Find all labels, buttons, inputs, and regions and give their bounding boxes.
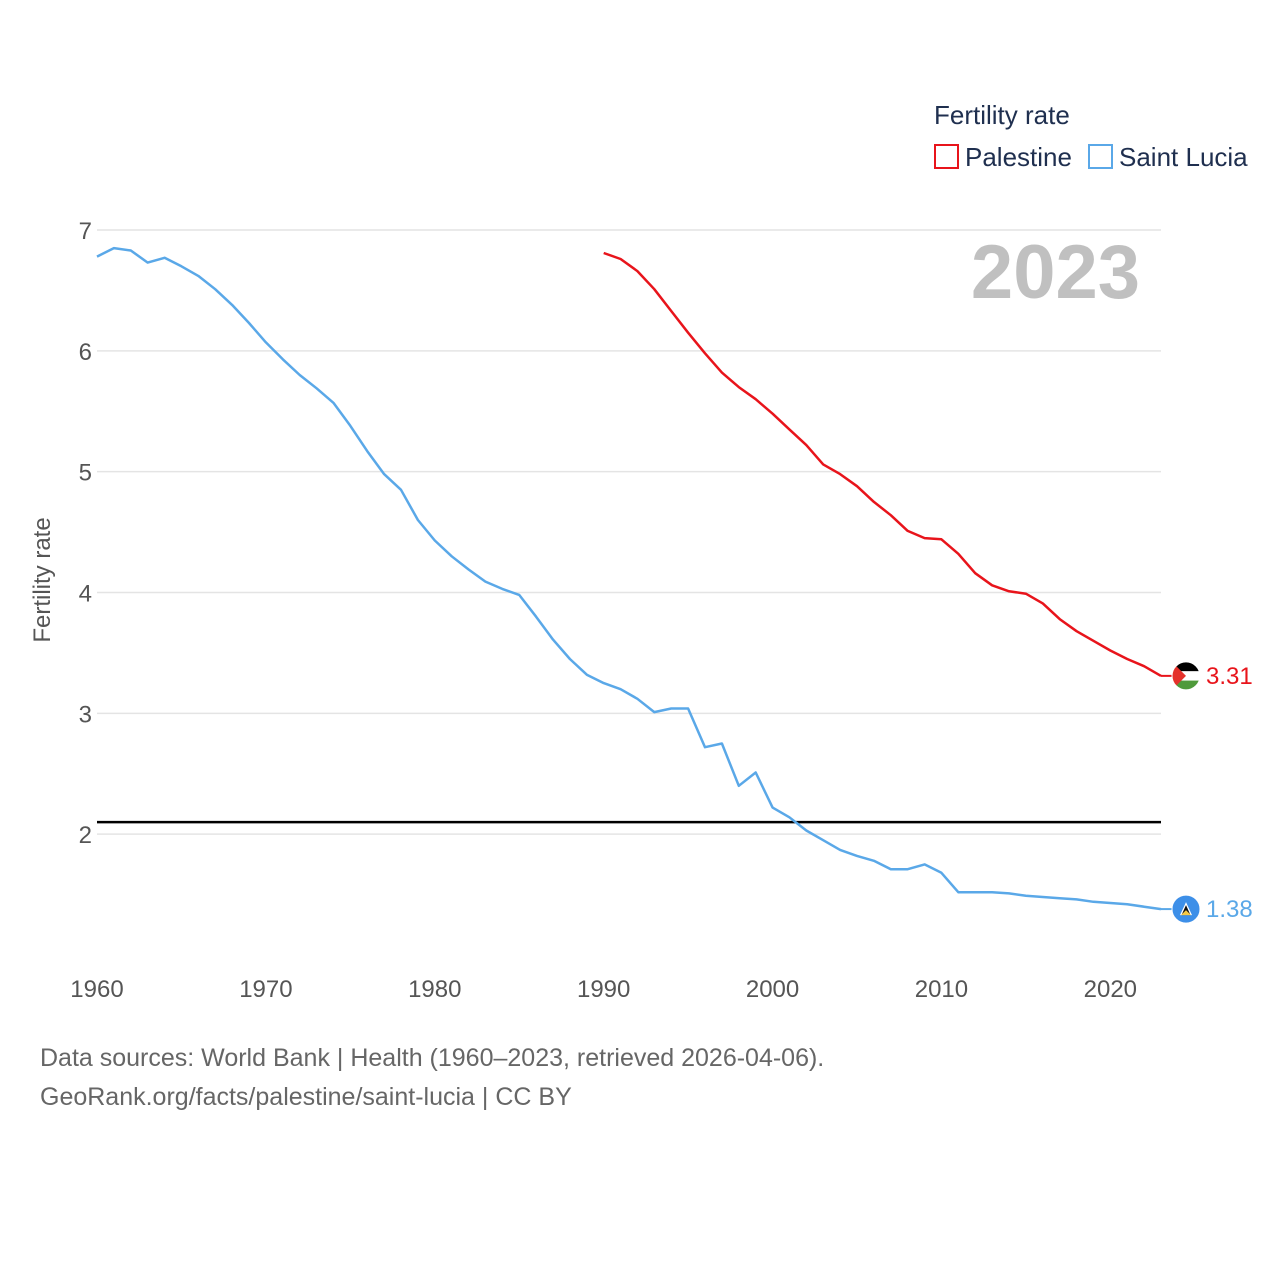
saint-lucia-flag-icon — [1171, 894, 1201, 924]
end-value-palestine: 3.31 — [1206, 663, 1253, 690]
x-tick-label: 1970 — [239, 976, 292, 1003]
end-markers: 3.31 1.38 — [1161, 661, 1253, 924]
y-tick-label: 4 — [79, 581, 92, 608]
x-tick-label: 1990 — [577, 976, 630, 1003]
footer-sources: Data sources: World Bank | Health (1960–… — [40, 1044, 825, 1072]
series-lines — [96, 246, 1162, 911]
y-tick-label: 7 — [79, 218, 92, 245]
year-label: 2023 — [971, 230, 1140, 315]
x-tick-label: 2000 — [746, 976, 799, 1003]
palestine-flag-icon — [1171, 661, 1201, 691]
x-axis-ticks: 1960 1970 1980 1990 2000 2010 2020 — [70, 976, 1137, 1003]
footer-attribution[interactable]: GeoRank.org/facts/palestine/saint-lucia … — [40, 1083, 572, 1111]
y-tick-label: 2 — [79, 822, 92, 849]
legend: Fertility rate Palestine Saint Lucia — [934, 100, 1248, 172]
x-tick-label: 1960 — [70, 976, 123, 1003]
legend-swatch-palestine[interactable] — [934, 144, 959, 169]
y-tick-label: 3 — [79, 701, 92, 728]
series-line-palestine[interactable] — [603, 251, 1162, 677]
legend-label-palestine[interactable]: Palestine — [965, 142, 1072, 172]
y-axis-label: Fertility rate — [29, 517, 56, 642]
legend-label-saint-lucia[interactable]: Saint Lucia — [1119, 142, 1248, 172]
y-axis-ticks: 2 3 4 5 6 7 — [79, 218, 92, 849]
x-tick-label: 2020 — [1084, 976, 1137, 1003]
y-tick-label: 6 — [79, 339, 92, 366]
legend-swatch-saint-lucia[interactable] — [1088, 144, 1113, 169]
end-value-saint-lucia: 1.38 — [1206, 896, 1253, 923]
series-line-saint-lucia[interactable] — [96, 246, 1162, 911]
legend-title: Fertility rate — [934, 100, 1070, 130]
x-tick-label: 2010 — [915, 976, 968, 1003]
y-tick-label: 5 — [79, 460, 92, 487]
x-tick-label: 1980 — [408, 976, 461, 1003]
grid-lines — [97, 229, 1161, 835]
